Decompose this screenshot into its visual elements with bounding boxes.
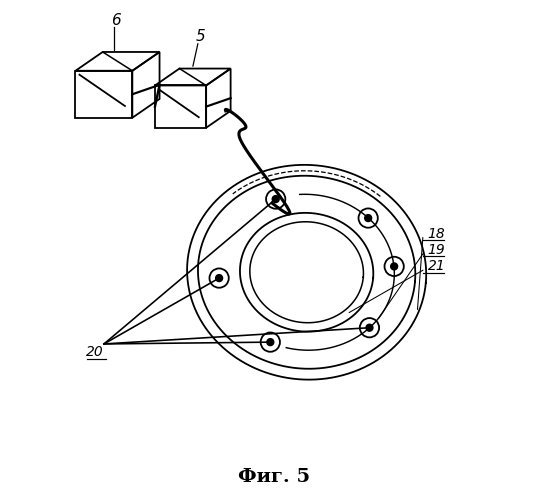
Text: 6: 6 [111,13,121,28]
Circle shape [365,214,372,222]
Text: 5: 5 [195,30,205,44]
Circle shape [391,263,397,270]
Circle shape [272,196,279,202]
Circle shape [366,324,373,331]
Text: 21: 21 [428,260,446,274]
Text: 20: 20 [86,346,104,360]
Text: 19: 19 [428,243,446,257]
Circle shape [216,274,222,281]
Text: 18: 18 [428,226,446,240]
Circle shape [267,338,274,345]
Text: Фиг. 5: Фиг. 5 [238,468,311,486]
